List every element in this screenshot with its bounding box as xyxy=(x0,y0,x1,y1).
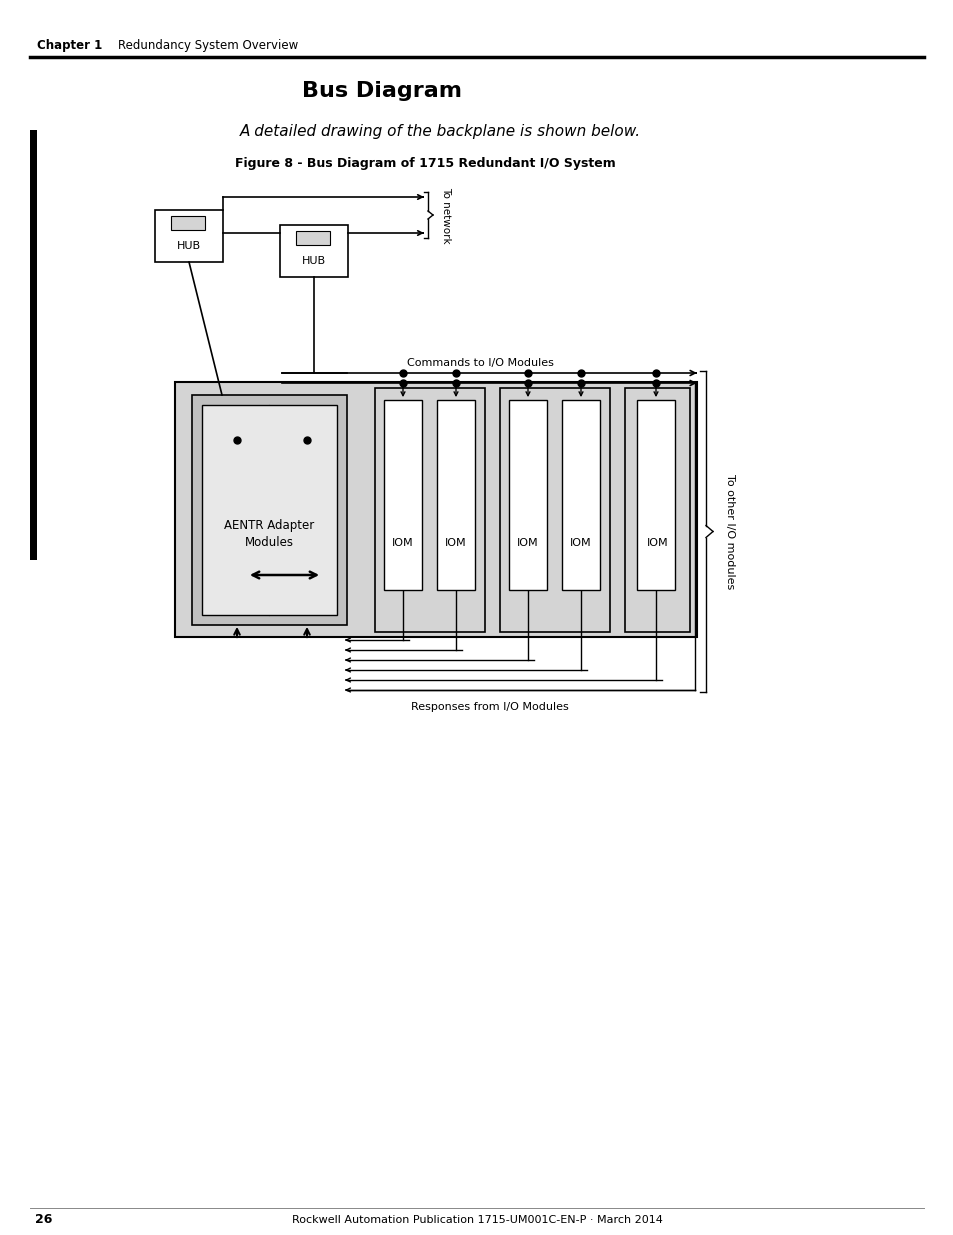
Text: HUB: HUB xyxy=(176,241,201,251)
Text: Figure 8 - Bus Diagram of 1715 Redundant I/O System: Figure 8 - Bus Diagram of 1715 Redundant… xyxy=(234,157,615,170)
Text: Responses from I/O Modules: Responses from I/O Modules xyxy=(411,701,568,713)
Text: Rockwell Automation Publication 1715-UM001C-EN-P · March 2014: Rockwell Automation Publication 1715-UM0… xyxy=(292,1215,661,1225)
Bar xyxy=(174,382,697,637)
Bar xyxy=(436,400,475,590)
Text: HUB: HUB xyxy=(301,256,326,266)
Text: To other I/O modules: To other I/O modules xyxy=(724,474,734,589)
Text: Modules: Modules xyxy=(245,536,294,550)
Bar xyxy=(384,400,421,590)
Bar xyxy=(499,388,609,632)
Bar xyxy=(637,400,675,590)
Text: 26: 26 xyxy=(35,1213,52,1226)
Text: AENTR Adapter: AENTR Adapter xyxy=(224,519,314,531)
Text: Chapter 1: Chapter 1 xyxy=(37,40,102,53)
Bar xyxy=(375,388,484,632)
Bar xyxy=(509,400,546,590)
Bar xyxy=(624,388,689,632)
Text: IOM: IOM xyxy=(445,538,466,548)
Text: IOM: IOM xyxy=(646,538,668,548)
Bar xyxy=(202,405,336,615)
Text: IOM: IOM xyxy=(570,538,591,548)
Text: To network: To network xyxy=(440,186,451,243)
Bar xyxy=(171,216,205,230)
Bar xyxy=(280,225,348,277)
Bar xyxy=(295,231,330,245)
Text: Bus Diagram: Bus Diagram xyxy=(302,82,461,101)
Text: Commands to I/O Modules: Commands to I/O Modules xyxy=(406,358,553,368)
Text: A detailed drawing of the backplane is shown below.: A detailed drawing of the backplane is s… xyxy=(240,124,640,140)
Bar xyxy=(154,210,223,262)
Bar xyxy=(561,400,599,590)
Text: IOM: IOM xyxy=(517,538,538,548)
Text: Redundancy System Overview: Redundancy System Overview xyxy=(118,40,298,53)
Bar xyxy=(192,395,347,625)
Text: IOM: IOM xyxy=(392,538,414,548)
Bar xyxy=(30,130,37,559)
